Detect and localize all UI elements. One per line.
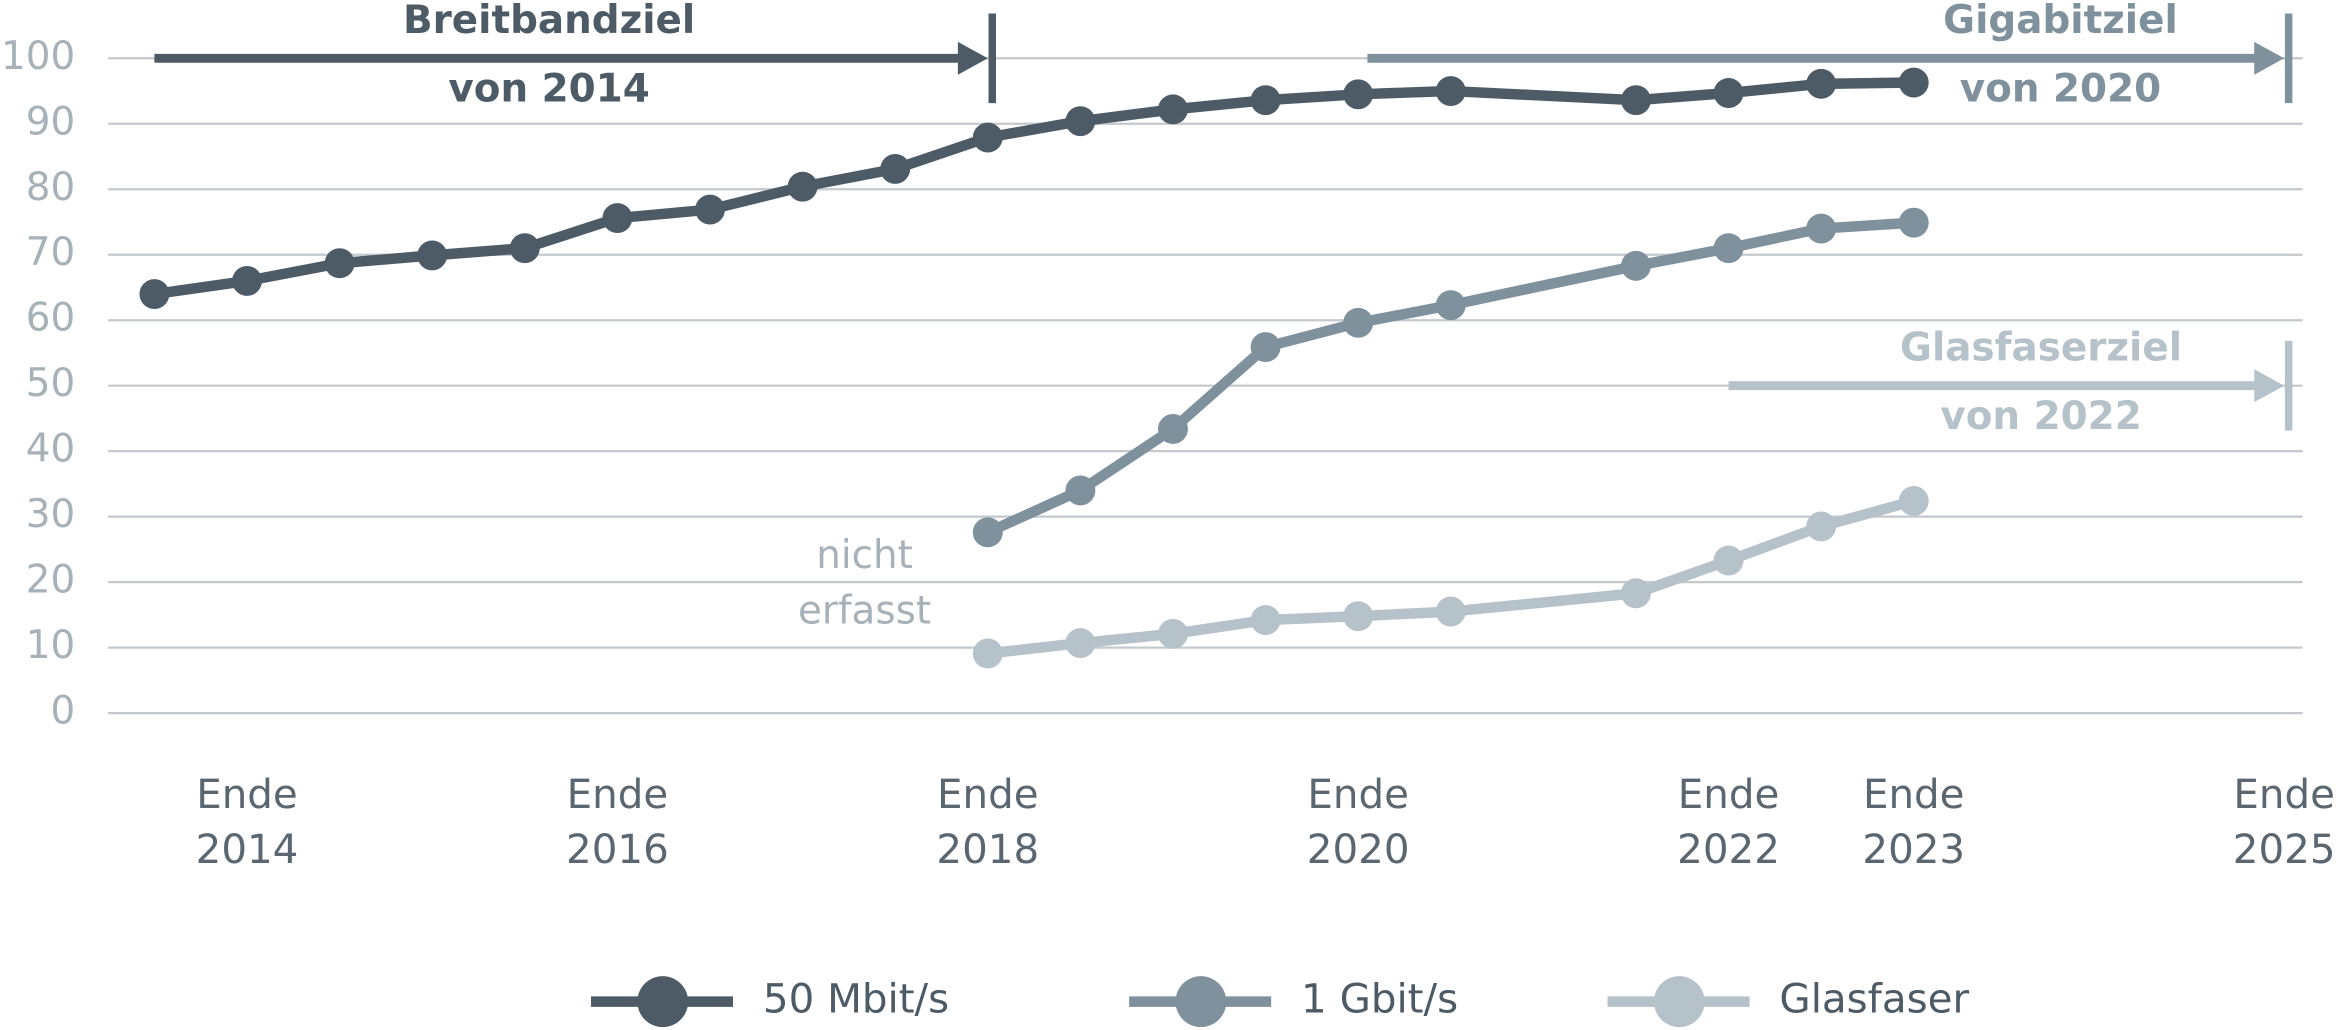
y-tick-label: 100 [1, 34, 75, 79]
target-label: von 2020 [1960, 67, 2161, 112]
y-tick-label: 40 [26, 427, 75, 472]
data-point [972, 122, 1003, 153]
legend-label: Glasfaser [1779, 976, 1969, 1023]
data-point [1343, 79, 1374, 110]
y-tick-label: 80 [26, 165, 75, 210]
data-point [1158, 413, 1188, 444]
data-point [1158, 94, 1188, 125]
target-label: von 2022 [1940, 394, 2141, 439]
series-line [985, 217, 1915, 538]
legend-label: 1 Gbit/s [1301, 976, 1458, 1023]
arrow-head [2254, 369, 2285, 403]
x-tick-label: Ende 2014 [196, 771, 299, 873]
data-point [1343, 601, 1374, 632]
data-point [1898, 67, 1929, 98]
data-point [1435, 290, 1466, 321]
arrow-head [957, 41, 988, 75]
target-label: Breitbandziel [403, 0, 695, 43]
legend-marker [637, 976, 689, 1028]
y-tick-label: 10 [26, 623, 75, 668]
data-point [1250, 85, 1281, 116]
data-point [972, 517, 1003, 548]
data-point [787, 171, 818, 202]
data-point [1806, 68, 1837, 99]
data-point [1713, 78, 1744, 108]
data-point [1806, 511, 1837, 542]
data-point [1158, 618, 1188, 649]
legend-marker [1175, 976, 1227, 1028]
data-point [1898, 485, 1929, 516]
data-point [139, 279, 170, 309]
data-point [509, 233, 540, 264]
legend-label: 50 Mbit/s [763, 976, 949, 1023]
x-tick-label: Ende 2025 [2233, 771, 2336, 873]
x-tick-label: Ende 2022 [1677, 771, 1780, 873]
y-tick-label: 90 [26, 99, 75, 144]
target-label: Gigabitziel [1943, 0, 2178, 43]
data-point [1250, 605, 1281, 636]
data-point [417, 240, 448, 271]
y-tick-label: 70 [26, 230, 75, 275]
data-point [1621, 250, 1651, 281]
x-tick-label: Ende 2018 [936, 771, 1039, 873]
x-tick-label: Ende 2016 [566, 771, 669, 873]
data-point [1065, 628, 1096, 658]
data-point [1806, 213, 1837, 244]
target-label: von 2014 [448, 67, 649, 112]
arrow-head [2254, 41, 2285, 75]
data-point [1435, 76, 1466, 106]
data-point [880, 154, 911, 184]
y-tick-label: 0 [50, 689, 75, 734]
data-point [1435, 596, 1466, 627]
data-point [232, 265, 262, 296]
data-point [1898, 207, 1929, 238]
target-label: Glasfaserziel [1900, 325, 2182, 370]
data-point [1065, 106, 1096, 137]
note-line: erfasst [798, 588, 931, 633]
data-point [1065, 475, 1096, 506]
data-point [1713, 233, 1744, 264]
data-point [695, 194, 725, 225]
legend-marker [1653, 976, 1705, 1028]
data-point [1713, 545, 1744, 576]
y-tick-label: 60 [26, 296, 75, 341]
data-point [1250, 332, 1281, 363]
data-point [1621, 578, 1651, 609]
series-line [987, 495, 1916, 659]
x-tick-label: Ende 2020 [1307, 771, 1410, 873]
data-point [602, 203, 633, 234]
y-tick-label: 20 [26, 558, 75, 603]
data-point [972, 638, 1003, 669]
data-point [324, 248, 355, 279]
data-point [1621, 85, 1651, 116]
x-tick-label: Ende 2023 [1862, 771, 1965, 873]
note-line: nicht [816, 533, 913, 578]
y-tick-label: 50 [26, 361, 75, 406]
y-tick-label: 30 [26, 492, 75, 537]
data-point [1343, 307, 1374, 338]
